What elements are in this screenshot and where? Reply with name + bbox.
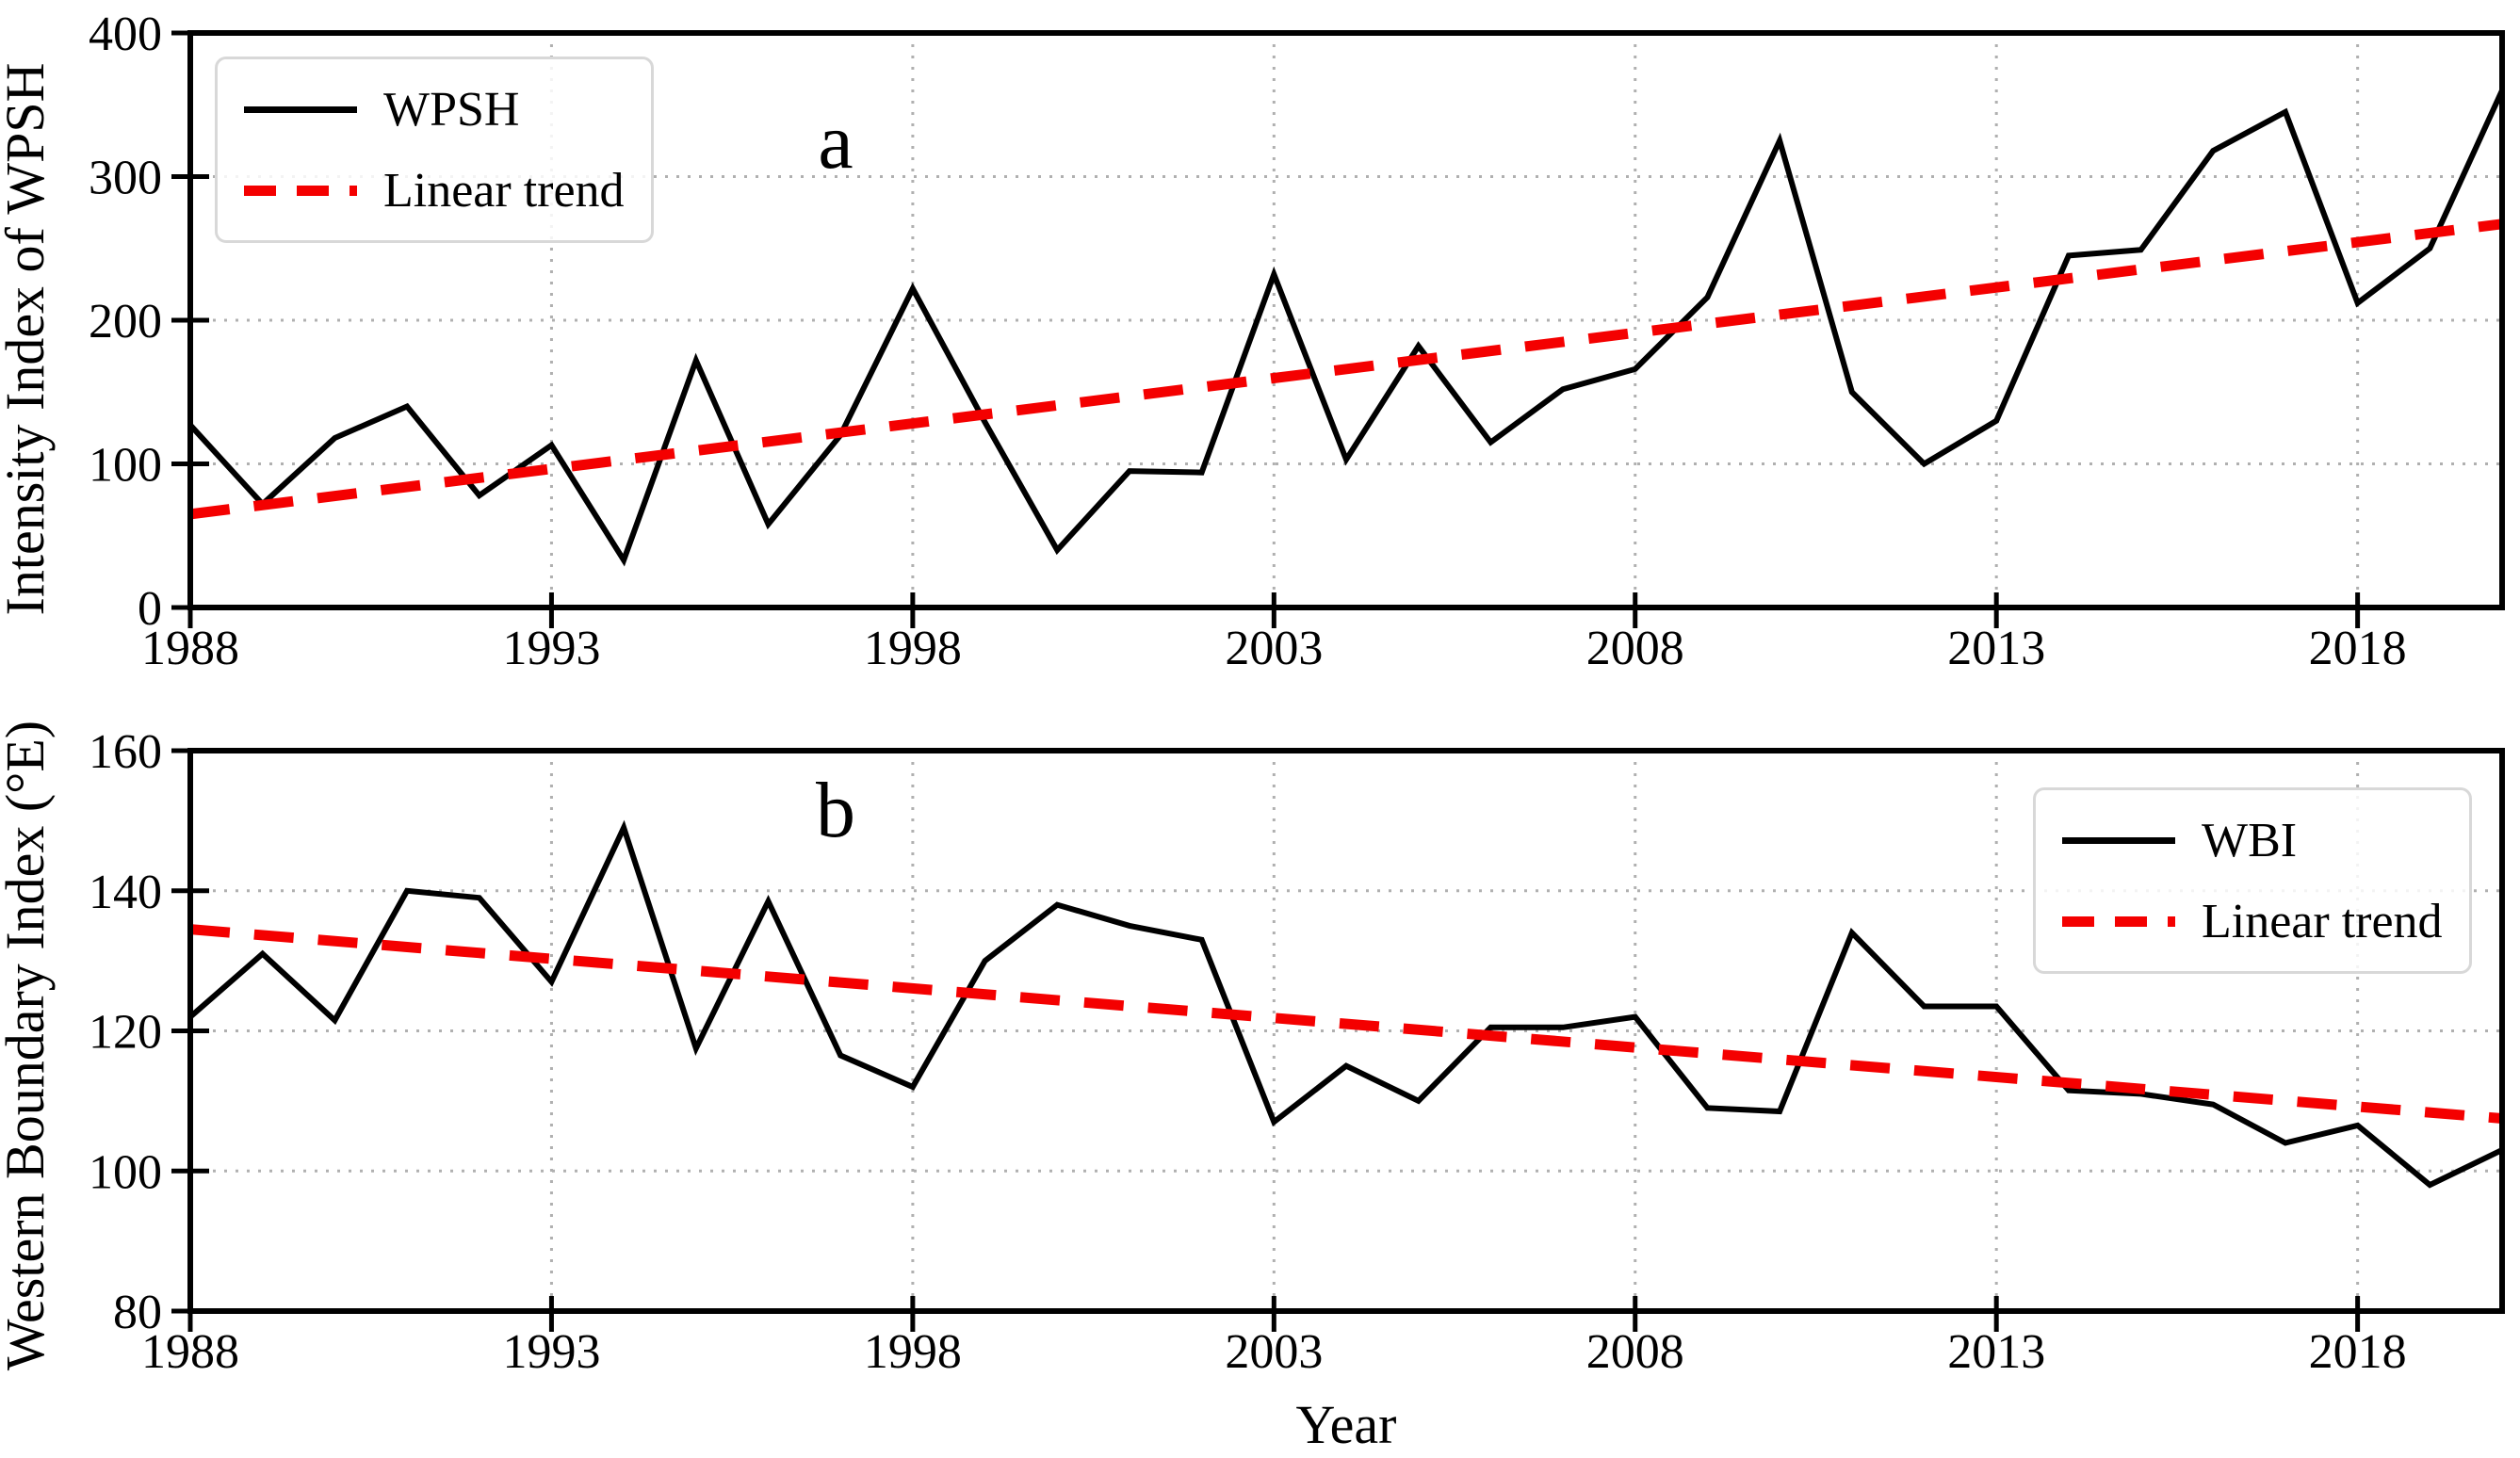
legend-label: Linear trend [2202,894,2443,948]
y-tick-label: 80 [113,1286,162,1339]
x-tick-label: 2003 [1225,1325,1323,1379]
series-line-wbi [188,819,2504,1189]
x-tick-label: 1988 [141,1325,239,1379]
y-tick-label: 160 [89,725,162,779]
dashed-line-swatch-icon [2062,915,2175,927]
y-tick-label: 140 [89,866,162,919]
solid-line-swatch-icon [2062,836,2175,844]
x-axis-title: Year [1296,1394,1397,1455]
panel-b-plot-area: 1988 1993 1998 2003 2008 2013 2018 80 100 120 140 1… [89,725,2505,1379]
x-tick-label: 2008 [1586,622,1684,675]
y-axis-title-panel-a: Intensity Index of WPSH [0,63,56,616]
x-tick-label: 2003 [1225,622,1323,675]
legend-label: Linear trend [383,163,625,218]
x-tick-label: 2008 [1586,1325,1684,1379]
dashed-line-swatch-icon [244,185,357,196]
solid-line-swatch-icon [244,105,357,113]
y-tick-label: 100 [89,1145,162,1199]
y-tick-label: 100 [89,439,162,493]
legend-label: WBI [2202,813,2298,867]
x-tick-label: 1993 [502,622,600,675]
panel-b-letter: b [816,767,855,854]
x-tick-label: 1993 [502,1325,600,1379]
x-tick-label: 2018 [2309,1325,2407,1379]
legend-item-linear-trend-b: Linear trend [2062,892,2443,950]
legend-item-linear-trend-a: Linear trend [244,161,625,219]
legend-item-wbi: WBI [2062,811,2443,869]
x-tick-label: 1988 [141,622,239,675]
y-tick-label: 0 [138,582,162,636]
x-tick-label: 2013 [1947,622,2045,675]
legend-panel-b: WBI Linear trend [2033,787,2472,974]
y-tick-label: 300 [89,152,162,205]
y-tick-label: 200 [89,295,162,348]
panel-a-letter: a [818,98,853,186]
x-tick-label: 1998 [864,622,962,675]
trend-line [189,924,2503,1124]
x-tick-label: 1998 [864,1325,962,1379]
y-axis-title-panel-b: Western Boundary Index (°E) [0,721,56,1370]
x-tick-label: 2013 [1947,1325,2045,1379]
y-tick-label: 120 [89,1006,162,1060]
series-line-wpsh [187,89,2505,567]
trend-line [189,219,2503,520]
legend-panel-a: WPSH Linear trend [215,57,654,243]
y-tick-label: 400 [89,8,162,61]
panel-a-plot-area: 1988 1993 1998 2003 2008 2013 2018 0 100 200 300 40… [89,8,2505,675]
legend-item-wpsh: WPSH [244,80,625,138]
x-tick-label: 2018 [2309,622,2407,675]
legend-label: WPSH [383,82,520,137]
